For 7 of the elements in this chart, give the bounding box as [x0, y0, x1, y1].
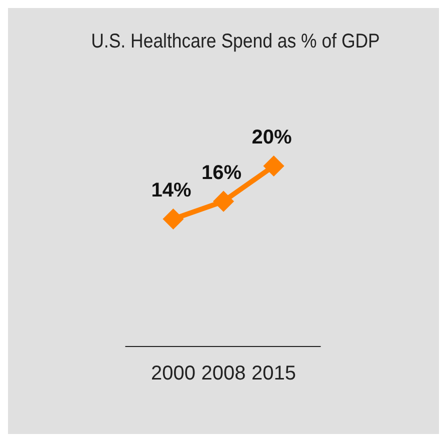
- x-tick-label: 2000: [150, 362, 196, 385]
- data-label: 14%: [151, 180, 192, 202]
- chart-title: U.S. Healthcare Spend as % of GDP: [91, 30, 380, 53]
- x-tick-label: 2015: [252, 362, 296, 385]
- data-label: 16%: [201, 162, 242, 184]
- data-label: 20%: [252, 126, 292, 149]
- x-tick-label: 2008: [201, 362, 246, 385]
